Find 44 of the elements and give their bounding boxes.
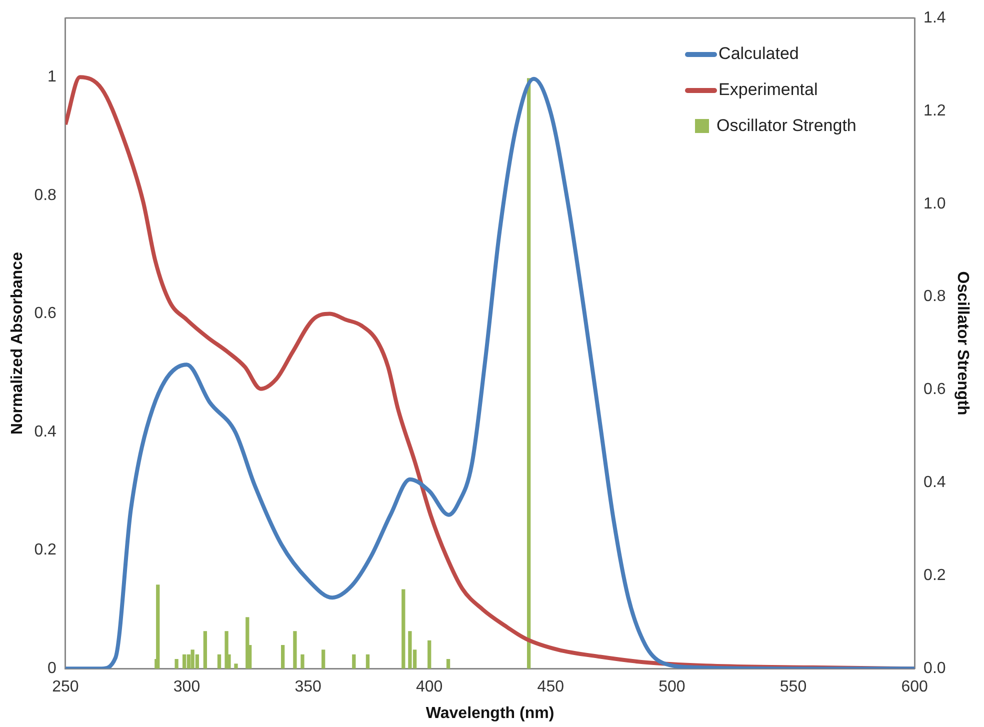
y2-tick-label: 0.0 bbox=[924, 660, 946, 678]
y2-tick-label: 1.0 bbox=[924, 195, 946, 212]
y-axis-title: Normalized Absorbance bbox=[9, 252, 26, 435]
x-tick-label: 500 bbox=[658, 678, 686, 696]
bar bbox=[182, 654, 186, 669]
y2-axis-title: Oscillator Strength bbox=[954, 271, 971, 416]
y2-tick-label: 0.4 bbox=[924, 474, 946, 492]
bar bbox=[322, 650, 326, 669]
bar bbox=[366, 654, 370, 669]
x-tick-label: 250 bbox=[52, 678, 79, 696]
y2-tick-label: 1.4 bbox=[924, 9, 946, 26]
bar bbox=[156, 584, 160, 669]
bar bbox=[300, 654, 304, 669]
bar bbox=[234, 664, 238, 669]
bar bbox=[217, 654, 222, 669]
x-tick-label: 300 bbox=[173, 678, 200, 696]
y2-tick-label: 0.6 bbox=[924, 381, 946, 398]
x-tick-label: 350 bbox=[294, 678, 322, 696]
bar bbox=[293, 631, 297, 669]
bar bbox=[280, 645, 285, 669]
x-tick-label: 450 bbox=[537, 678, 564, 696]
y2-tick-label: 0.2 bbox=[924, 567, 946, 584]
y-tick-label: 0.6 bbox=[34, 305, 57, 322]
x-axis-title: Wavelength (nm) bbox=[426, 704, 554, 722]
legend-label: Experimental bbox=[718, 80, 818, 100]
bar bbox=[352, 654, 356, 669]
bar bbox=[203, 631, 208, 669]
legend-label: Oscillator Strength bbox=[716, 116, 856, 136]
x-tick-label: 400 bbox=[416, 678, 443, 696]
y-tick-label: 0.4 bbox=[34, 423, 57, 440]
y-tick-label: 0.2 bbox=[34, 542, 57, 559]
y2-tick-label: 1.2 bbox=[924, 102, 946, 120]
y-tick-label: 1 bbox=[48, 68, 57, 86]
y2-tick-label: 0.8 bbox=[924, 288, 946, 306]
y-tick-label: 0.8 bbox=[34, 186, 57, 204]
bar bbox=[446, 658, 450, 669]
bar bbox=[428, 640, 432, 669]
bar bbox=[174, 658, 178, 669]
x-tick-label: 600 bbox=[901, 678, 928, 696]
x-tick-label: 550 bbox=[780, 678, 807, 696]
legend-label: Calculated bbox=[718, 44, 799, 64]
bar bbox=[402, 589, 406, 669]
bar bbox=[526, 78, 531, 669]
y-tick-label: 0 bbox=[48, 660, 57, 678]
